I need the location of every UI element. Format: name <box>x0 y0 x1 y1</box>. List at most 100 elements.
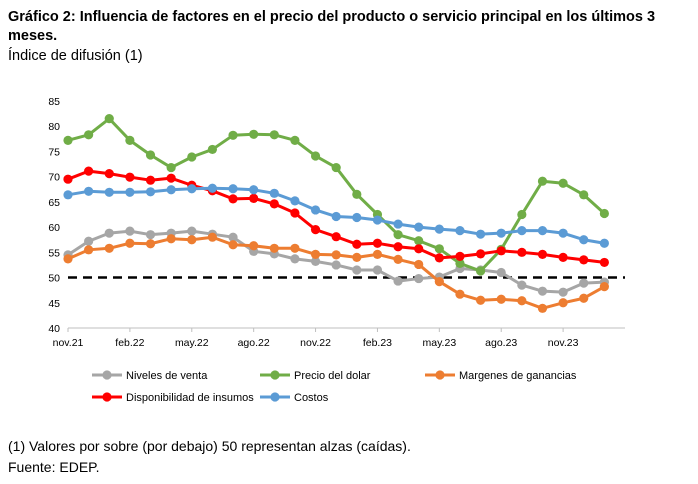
series-point-4 <box>187 184 197 194</box>
series-point-2 <box>393 254 403 264</box>
series-point-4 <box>290 196 300 206</box>
series-point-2 <box>579 293 589 303</box>
series-point-1 <box>414 236 424 246</box>
series-point-1 <box>599 208 609 219</box>
series-point-3 <box>475 249 486 259</box>
series-point-3 <box>331 232 341 242</box>
series-point-0 <box>125 226 135 236</box>
series-point-2 <box>537 303 548 313</box>
series-point-1 <box>84 130 94 140</box>
series-point-2 <box>558 298 568 308</box>
series-point-3 <box>537 249 548 259</box>
series-point-0 <box>145 230 156 240</box>
series-point-3 <box>434 253 444 263</box>
legend-swatch-marker <box>102 392 112 402</box>
x-tick-label: may.23 <box>423 337 457 349</box>
series-point-4 <box>558 228 568 238</box>
legend-label: Margenes de ganancias <box>459 370 577 382</box>
series-point-3 <box>558 252 568 262</box>
series-point-1 <box>475 266 486 276</box>
series-point-2 <box>434 276 444 287</box>
series-point-1 <box>579 190 589 200</box>
y-tick-label: 45 <box>48 298 60 310</box>
series-point-2 <box>290 243 300 253</box>
series-point-4 <box>496 228 506 238</box>
series-point-3 <box>125 172 135 182</box>
series-point-1 <box>125 135 135 145</box>
series-point-0 <box>84 236 94 246</box>
series-point-4 <box>310 205 321 215</box>
series-point-2 <box>166 234 176 244</box>
y-tick-label: 40 <box>48 323 60 335</box>
series-point-0 <box>496 267 506 278</box>
x-tick-label: may.22 <box>175 337 209 349</box>
y-tick-label: 60 <box>48 222 60 234</box>
series-point-4 <box>331 211 341 222</box>
legend-swatch-marker <box>270 370 280 380</box>
series-point-4 <box>166 185 176 195</box>
y-tick-label: 65 <box>48 197 60 209</box>
series-point-2 <box>517 296 527 306</box>
series-point-3 <box>517 247 527 257</box>
series-point-4 <box>228 184 238 194</box>
series-point-4 <box>537 226 548 236</box>
series-point-3 <box>228 194 238 204</box>
series-point-3 <box>455 251 465 261</box>
series-point-3 <box>599 257 609 268</box>
series-point-0 <box>517 280 527 290</box>
series-point-3 <box>393 242 403 252</box>
series-point-2 <box>310 249 321 259</box>
series-point-4 <box>579 235 589 245</box>
series-point-0 <box>187 226 197 236</box>
y-tick-label: 50 <box>48 273 60 285</box>
series-point-2 <box>372 249 383 259</box>
series-point-2 <box>455 289 465 299</box>
series-point-4 <box>455 226 465 236</box>
series-point-1 <box>187 152 197 162</box>
series-point-2 <box>84 245 94 255</box>
x-tick-label: ago.22 <box>238 337 270 349</box>
series-point-3 <box>63 174 73 184</box>
y-tick-label: 85 <box>48 96 60 108</box>
chart-subtitle: Índice de difusión (1) <box>8 48 143 64</box>
series-point-4 <box>84 186 94 196</box>
series-point-4 <box>269 188 279 198</box>
series-point-2 <box>496 294 506 304</box>
series-point-3 <box>496 246 506 256</box>
series-point-0 <box>558 287 568 297</box>
y-tick-label: 75 <box>48 146 60 158</box>
series-point-3 <box>145 175 156 185</box>
series-point-1 <box>207 144 218 155</box>
series-point-2 <box>414 259 424 270</box>
series-point-4 <box>517 226 527 236</box>
series-point-2 <box>269 243 279 253</box>
series-point-0 <box>352 265 362 275</box>
series-point-3 <box>166 173 176 183</box>
x-tick-label: ago.23 <box>485 337 517 349</box>
y-tick-label: 55 <box>48 247 60 259</box>
series-point-2 <box>331 250 341 260</box>
series-point-3 <box>249 193 259 203</box>
series-point-2 <box>249 241 259 251</box>
series-point-3 <box>84 166 94 176</box>
series-point-4 <box>414 222 424 232</box>
legend-label: Precio del dolar <box>294 370 371 382</box>
series-point-2 <box>125 238 135 248</box>
legend-label: Costos <box>294 392 329 404</box>
series-point-4 <box>145 187 156 197</box>
series-point-1 <box>393 230 403 240</box>
series-point-3 <box>372 238 383 248</box>
series-point-1 <box>249 129 259 139</box>
series-point-2 <box>145 239 156 249</box>
series-point-1 <box>269 130 279 140</box>
series-point-1 <box>537 176 548 186</box>
series-point-1 <box>145 150 156 160</box>
series-point-3 <box>269 199 279 209</box>
series-point-2 <box>63 254 73 264</box>
line-chart: 40 45 50 55 60 65 70 75 80 85 nov.21 feb.22 may.22 ag… <box>48 96 625 404</box>
series-point-1 <box>166 162 176 173</box>
series-point-1 <box>352 189 362 199</box>
series-point-0 <box>579 278 589 288</box>
series-point-4 <box>434 224 444 234</box>
series-point-3 <box>310 225 321 235</box>
